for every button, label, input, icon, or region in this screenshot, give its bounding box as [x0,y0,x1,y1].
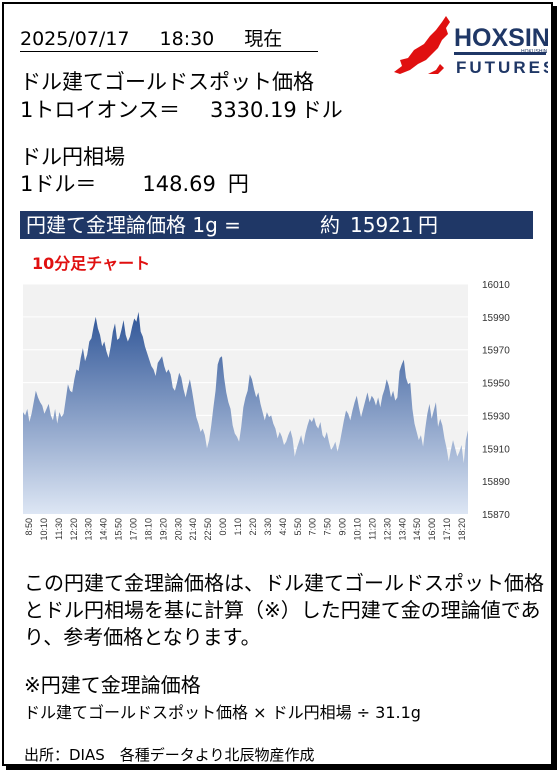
y-tick-label: 15990 [482,313,510,324]
x-tick-label: 20:30 [173,518,183,541]
y-tick-label: 15930 [482,411,510,422]
now-label: 現在 [244,28,283,50]
x-tick-label: 17:00 [129,518,139,541]
frame-shadow [553,6,557,768]
fx-currency: 円 [227,172,249,196]
x-tick-label: 4:40 [278,518,288,536]
x-tick-label: 1:10 [233,518,243,536]
x-tick-label: 22:50 [203,518,213,541]
description: この円建て金理論価格は、ドル建てゴールドスポット価格とドル円相場を基に計算（※）… [24,571,544,649]
fx-unit-label: 1ドル＝ [20,172,97,196]
y-tick-label: 15950 [482,379,510,390]
spot-currency: ドル [300,98,343,122]
x-tick-label: 18:10 [143,518,153,541]
x-tick-label: 8:50 [24,518,34,536]
x-tick-label: 13:30 [84,518,94,541]
x-tick-label: 3:30 [263,518,273,536]
fx-label: ドル円相場 [20,145,125,169]
timestamp: 2025/07/17 18:30 現在 [20,28,282,50]
spot-unit-label: 1トロイオンス＝ [20,98,180,122]
x-tick-label: 18:20 [457,518,467,541]
chart-title: 10分足チャート [32,254,151,273]
x-tick-label: 2:20 [248,518,258,536]
ten-minute-chart: 15870 15890 15910 15930 15950 15970 15990 16010… [23,280,510,541]
theory-value: 15921 [350,213,414,237]
y-tick-label: 15970 [482,346,510,357]
theory-currency: 円 [418,213,438,237]
x-tick-label: 14:50 [412,518,422,541]
x-tick-label: 11:20 [367,518,377,540]
logo-name: HOXSIN [454,24,548,52]
fx-value: 148.69 [142,172,216,196]
x-tick-label: 12:30 [382,518,392,541]
spot-value: 3330.19 [209,98,297,122]
x-tick-label: 5:50 [293,518,303,536]
x-tick-label: 17:10 [442,518,452,541]
note-title: ※円建て金理論価格 [24,673,201,697]
japan-map-icon [394,16,450,74]
y-tick-label: 15910 [482,444,510,455]
x-tick-label: 7:50 [323,518,333,536]
x-tick-label: 14:40 [99,518,109,541]
logo-sub: FUTURES [456,58,548,77]
x-tick-label: 19:20 [158,518,168,541]
formula: ドル建てゴールドスポット価格 × ドル円相場 ÷ 31.1g [24,703,421,722]
x-tick-label: 10:10 [352,518,362,541]
date-text: 2025/07/17 [20,28,130,50]
time-text: 18:30 [159,28,215,50]
fx-row: 1ドル＝ 148.69 円 [20,171,249,197]
x-tick-label: 11:30 [54,518,64,540]
x-tick-label: 12:20 [69,518,79,541]
theory-approx: 約 [320,213,340,237]
x-tick-label: 10:10 [39,518,49,541]
x-tick-label: 7:00 [308,518,318,536]
spot-label: ドル建てゴールドスポット価格 [20,70,314,94]
frame-shadow [6,766,557,770]
x-tick-label: 9:00 [338,518,348,536]
y-tick-label: 15890 [482,477,510,488]
timestamp-underline [20,51,318,52]
x-tick-label: 13:40 [397,518,407,541]
y-tick-label: 15870 [482,510,510,521]
x-tick-label: 0:00 [218,518,228,536]
hoxsin-logo: HOXSIN HOKUSHIN FUTURES [394,16,548,77]
spot-row: 1トロイオンス＝ 3330.19 ドル [20,97,343,123]
x-tick-label: 21:40 [188,518,198,541]
x-tick-label: 15:50 [114,518,124,541]
theory-label: 円建て金理論価格 1g = [26,213,241,237]
theory-price-bar: 円建て金理論価格 1g = 約 15921 円 [20,211,533,239]
y-tick-label: 16010 [482,280,510,291]
source-credit: 出所：DIAS 各種データより北辰物産作成 [24,746,315,764]
x-tick-label: 16:00 [427,518,437,541]
price-area [23,311,468,514]
